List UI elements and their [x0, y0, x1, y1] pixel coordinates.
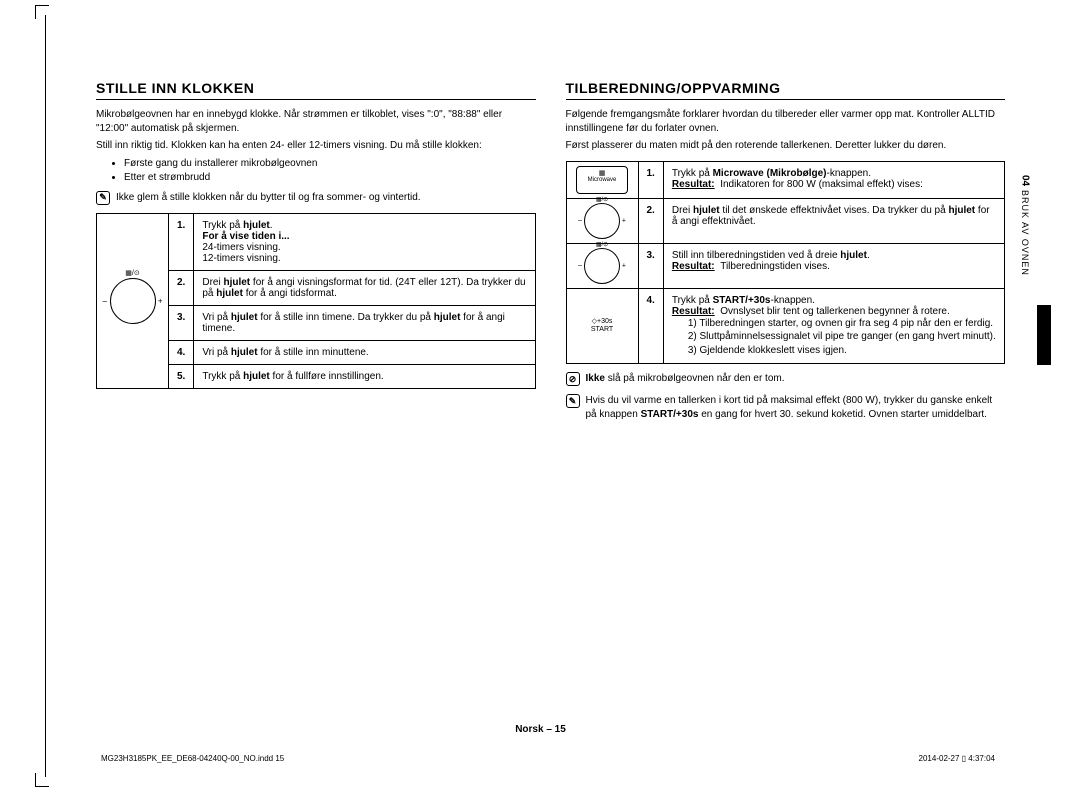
chapter-number: 04: [1020, 175, 1031, 186]
step-num: 3.: [169, 305, 194, 340]
indd-timestamp: 2014-02-27 ▯ 4:37:04: [919, 754, 995, 763]
thumb-index-bar: [1037, 305, 1051, 365]
step-text: Drei hjulet for å angi visningsformat fo…: [194, 270, 535, 305]
tip-start30: ✎ Hvis du vil varme en tallerken i kort …: [566, 394, 1006, 421]
left-column: STILLE INN KLOKKEN Mikrobølgeovnen har e…: [96, 80, 536, 429]
note-text: Ikke glem å stille klokken når du bytter…: [116, 191, 421, 205]
dial-illustration-cell: ▦/⊙–+: [97, 213, 169, 388]
step-text: Trykk på Microwave (Mikrobølge)-knappen.…: [663, 161, 1004, 198]
chapter-tab: 04 BRUK AV OVNEN: [1015, 175, 1035, 455]
step-num: 2.: [638, 198, 663, 243]
start-button-icon: ◇+30s START: [566, 288, 638, 364]
right-column: TILBEREDNING/OPPVARMING Følgende fremgan…: [566, 80, 1006, 429]
bullet: Etter et strømbrudd: [124, 171, 536, 185]
step-text: Trykk på START/+30s-knappen. Resultat: O…: [663, 288, 1004, 364]
clock-intro-1: Mikrobølgeovnen har en innebygd klokke. …: [96, 108, 536, 135]
step-text: Vri på hjulet for å stille inn timene. D…: [194, 305, 535, 340]
two-column-layout: STILLE INN KLOKKEN Mikrobølgeovnen har e…: [96, 80, 1005, 429]
step-num: 1.: [169, 213, 194, 270]
note-text: Hvis du vil varme en tallerken i kort ti…: [586, 394, 1006, 421]
step-text: Vri på hjulet for å stille inn minuttene…: [194, 340, 535, 364]
step-num: 3.: [638, 243, 663, 288]
print-metadata: MG23H3185PK_EE_DE68-04240Q-00_NO.indd 15…: [101, 754, 995, 763]
chapter-label: BRUK AV OVNEN: [1020, 190, 1030, 276]
heading-clock: STILLE INN KLOKKEN: [96, 80, 536, 100]
note-text: Ikke slå på mikrobølgeovnen når den er t…: [586, 372, 785, 386]
dial-icon: ▦/⊙–+: [584, 203, 620, 239]
step-text: Still inn tilberedningstiden ved å dreie…: [663, 243, 1004, 288]
warning-empty: ⊘ Ikke slå på mikrobølgeovnen når den er…: [566, 372, 1006, 386]
indd-filename: MG23H3185PK_EE_DE68-04240Q-00_NO.indd 15: [101, 754, 284, 763]
step-num: 1.: [638, 161, 663, 198]
microwave-button-icon: ▦ Microwave: [566, 161, 638, 198]
clock-intro-2: Still inn riktig tid. Klokken kan ha ent…: [96, 139, 536, 153]
page-footer: Norsk – 15: [46, 724, 1035, 735]
dial-icon: ▦/⊙–+: [110, 278, 156, 324]
note-icon: ✎: [566, 394, 580, 408]
clock-bullets: Første gang du installerer mikrobølgeovn…: [96, 157, 536, 185]
warning-icon: ⊘: [566, 372, 580, 386]
step-num: 4.: [638, 288, 663, 364]
heading-cooking: TILBEREDNING/OPPVARMING: [566, 80, 1006, 100]
clock-steps-table: ▦/⊙–+ 1. Trykk på hjulet. For å vise tid…: [96, 213, 536, 389]
step-num: 4.: [169, 340, 194, 364]
step-text: Trykk på hjulet. For å vise tiden i... 2…: [194, 213, 535, 270]
note-dst: ✎ Ikke glem å stille klokken når du bytt…: [96, 191, 536, 205]
cook-intro-2: Først plasserer du maten midt på den rot…: [566, 139, 1006, 153]
bullet: Første gang du installerer mikrobølgeovn…: [124, 157, 536, 171]
cooking-steps-table: ▦ Microwave 1. Trykk på Microwave (Mikro…: [566, 161, 1006, 365]
dial-icon-cell: ▦/⊙–+: [566, 198, 638, 243]
step-num: 5.: [169, 364, 194, 388]
cook-intro-1: Følgende fremgangsmåte forklarer hvordan…: [566, 108, 1006, 135]
dial-icon-cell: ▦/⊙–+: [566, 243, 638, 288]
step-text: Trykk på hjulet for å fullføre innstilli…: [194, 364, 535, 388]
step-num: 2.: [169, 270, 194, 305]
manual-page: STILLE INN KLOKKEN Mikrobølgeovnen har e…: [45, 15, 1035, 777]
dial-icon: ▦/⊙–+: [584, 248, 620, 284]
step-text: Drei hjulet til det ønskede effektnivået…: [663, 198, 1004, 243]
note-icon: ✎: [96, 191, 110, 205]
